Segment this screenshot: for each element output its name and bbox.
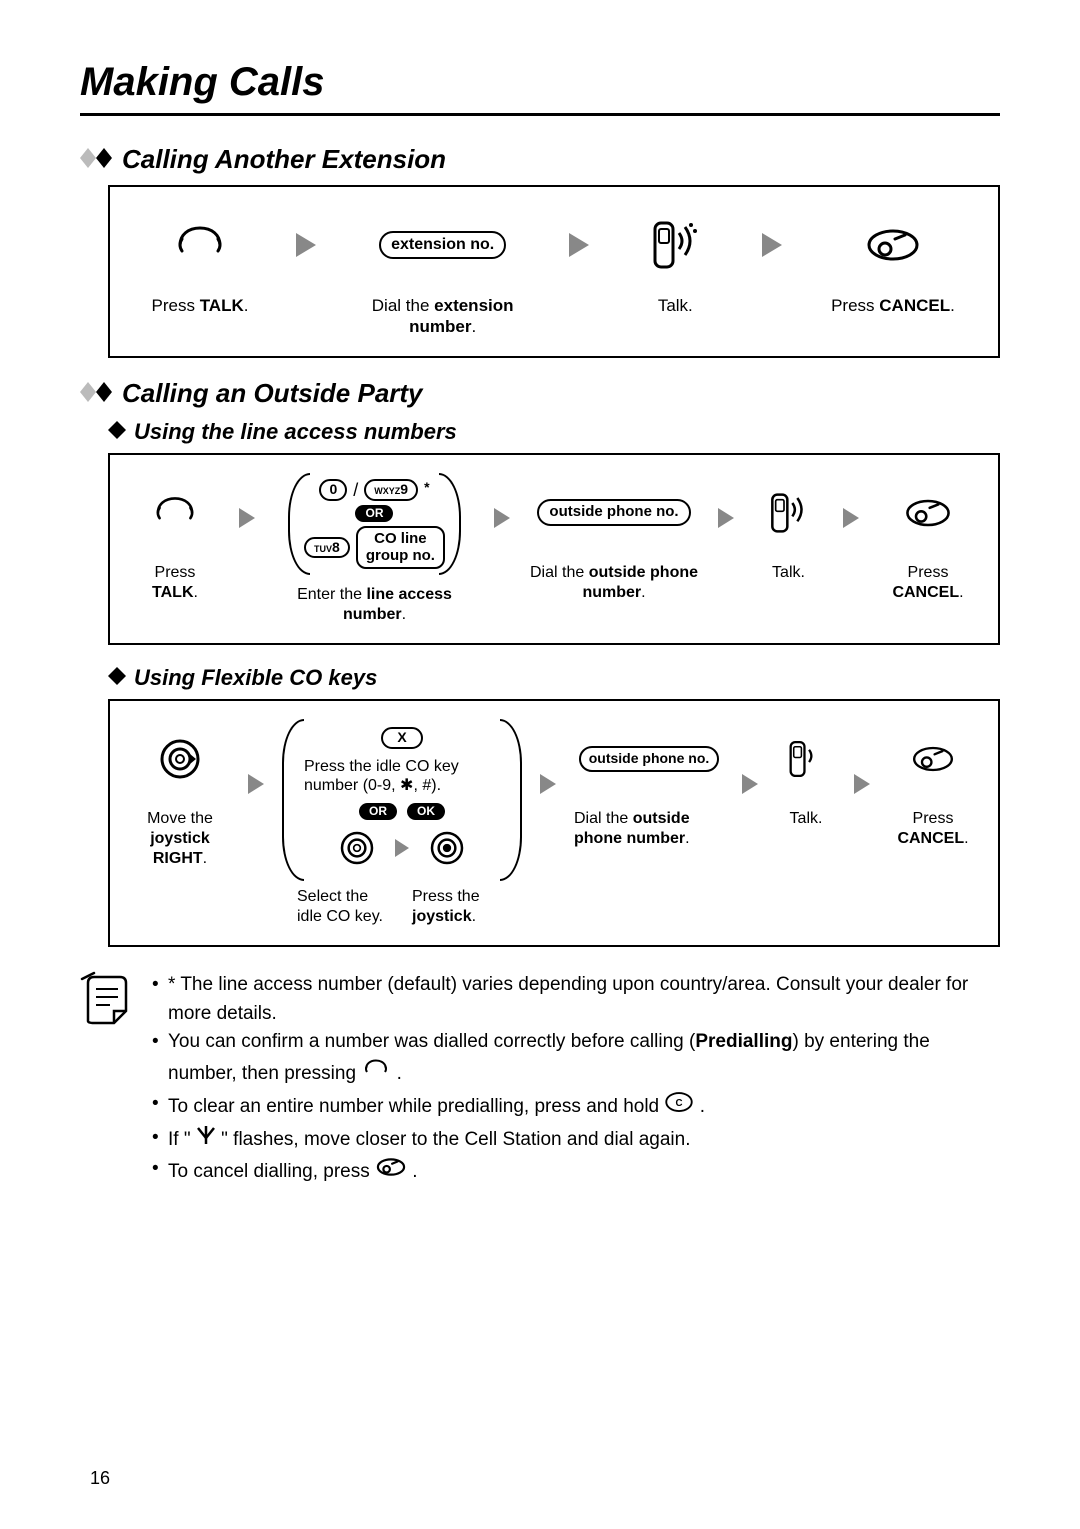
co-key-options: X Press the idle CO key number (0-9, ✱, …	[282, 719, 522, 881]
arrow-icon	[854, 774, 870, 799]
step-caption: PressCANCEL.	[897, 809, 968, 849]
step-caption: Dial the outside phone number.	[574, 809, 724, 849]
sub-heading-line-access: Using the line access numbers	[108, 419, 1000, 445]
cancel-icon	[911, 719, 955, 799]
arrow-icon	[540, 774, 556, 799]
note-item: If " " flashes, move closer to the Cell …	[152, 1124, 1000, 1156]
arrow-icon	[296, 233, 316, 262]
talk-icon	[172, 205, 228, 285]
arrow-icon	[395, 839, 409, 863]
cancel-icon	[865, 205, 921, 285]
flow-box-extension: Press TALK. extension no. Dial the exten…	[108, 185, 1000, 358]
arrow-icon	[248, 774, 264, 799]
diamond-marker-icon	[80, 378, 114, 409]
handset-talk-icon	[764, 473, 814, 553]
step-caption: Enter the line access number.	[275, 585, 475, 625]
step-caption: PressCANCEL.	[892, 563, 963, 603]
arrow-icon	[762, 233, 782, 262]
step-caption: Talk.	[658, 295, 693, 316]
key-x: X	[381, 727, 422, 749]
extension-no-pill: extension no.	[379, 231, 506, 259]
press-idle-text: Press the idle CO key number (0-9, ✱, #)…	[304, 757, 500, 795]
note-item: To clear an entire number while prediall…	[152, 1090, 1000, 1124]
arrow-icon	[718, 508, 734, 533]
joystick-icon	[337, 828, 377, 874]
handset-talk-icon	[645, 205, 705, 285]
outside-phone-no-pill: outside phone no.	[537, 499, 690, 526]
step-caption: Talk.	[772, 563, 805, 583]
arrow-icon	[843, 508, 859, 533]
antenna-icon	[196, 1124, 216, 1156]
page-title: Making Calls	[80, 60, 1000, 116]
step-caption: Move the joystick RIGHT.	[130, 809, 230, 869]
step-caption: Talk.	[790, 809, 823, 829]
arrow-icon	[742, 774, 758, 799]
key-0: 0	[319, 479, 347, 501]
note-item: You can confirm a number was dialled cor…	[152, 1028, 1000, 1090]
step-caption: Dial the extension number.	[343, 295, 543, 338]
talk-icon	[361, 1057, 391, 1091]
key-9: WXYZ9	[364, 479, 418, 501]
flow-box-flexible-co: Move the joystick RIGHT. X Press the idl…	[108, 699, 1000, 947]
arrow-icon	[239, 508, 255, 533]
talk-icon	[151, 473, 199, 553]
section-heading-calling-extension: Calling Another Extension	[80, 144, 1000, 175]
diamond-icon	[108, 419, 126, 445]
notes-block: * The line access number (default) varie…	[80, 971, 1000, 1189]
section-heading-outside-party: Calling an Outside Party	[80, 378, 1000, 409]
joystick-press-icon	[427, 828, 467, 874]
key-8: TUV8	[304, 537, 350, 559]
sub-heading-flexible-co: Using Flexible CO keys	[108, 665, 1000, 691]
cancel-icon	[375, 1155, 407, 1189]
page-number: 16	[90, 1468, 110, 1489]
co-line-group-pill: CO linegroup no.	[356, 526, 445, 569]
note-item: To cancel dialling, press .	[152, 1155, 1000, 1189]
outside-phone-no-pill: outside phone no.	[579, 746, 720, 772]
clear-icon: C	[664, 1090, 694, 1124]
arrow-icon	[569, 233, 589, 262]
diamond-icon	[108, 665, 126, 691]
line-access-options: 0 / WXYZ9 * OR TUV8 CO linegroup no.	[288, 473, 461, 576]
or-badge: OR	[355, 505, 393, 522]
arrow-icon	[494, 508, 510, 533]
cancel-icon	[904, 473, 952, 553]
step-caption: Press TALK.	[152, 295, 249, 316]
step-caption: Press the joystick.	[412, 887, 507, 927]
handset-talk-icon	[783, 719, 829, 799]
or-badge: OR	[359, 803, 397, 820]
flow-box-line-access: PressTALK. 0 / WXYZ9 * OR TUV8 CO linegr…	[108, 453, 1000, 646]
step-caption: PressTALK.	[152, 563, 198, 603]
joystick-right-icon	[156, 719, 204, 799]
step-caption: Select the idle CO key.	[297, 887, 392, 927]
note-icon	[80, 971, 132, 1189]
step-caption: Press CANCEL.	[831, 295, 955, 316]
ok-badge: OK	[407, 803, 445, 820]
svg-text:C: C	[676, 1098, 683, 1109]
step-caption: Dial the outside phone number.	[529, 563, 699, 603]
note-item: * The line access number (default) varie…	[152, 971, 1000, 1028]
diamond-marker-icon	[80, 144, 114, 175]
